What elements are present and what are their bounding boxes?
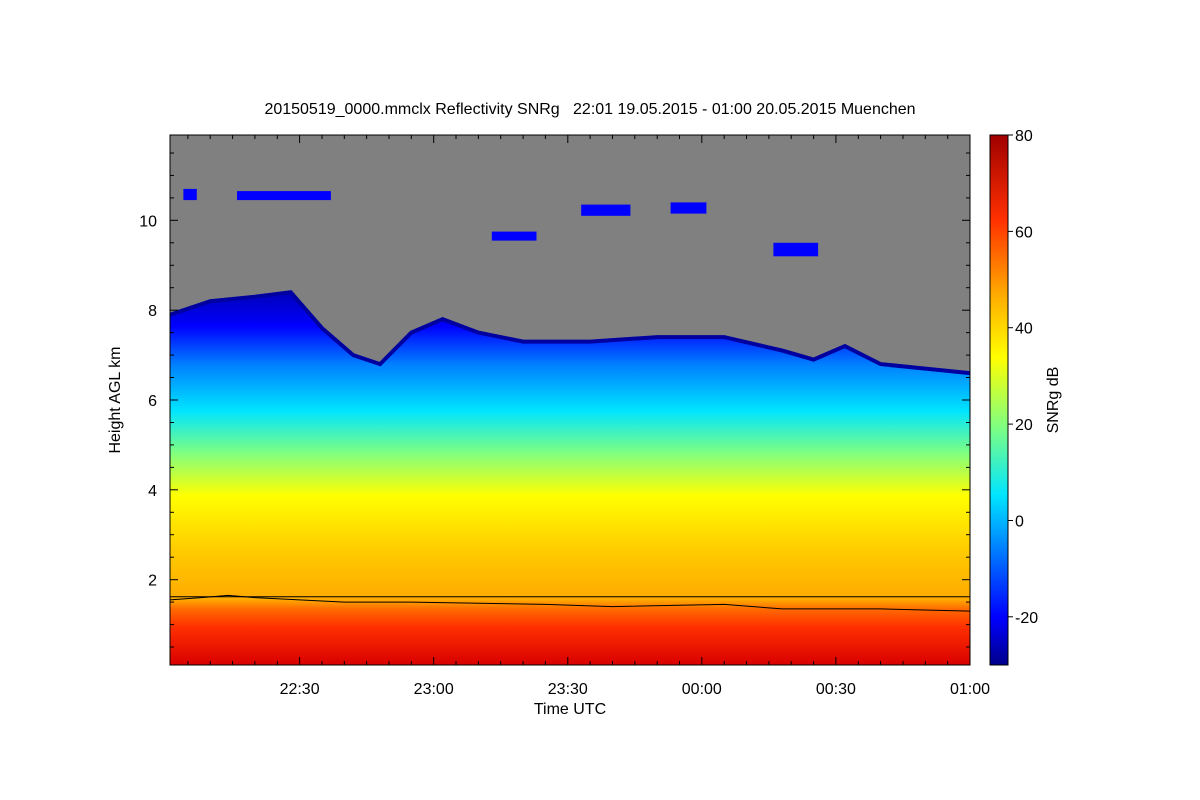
boundary-layer-line [170, 594, 970, 612]
upper-cloud-layer-4 [670, 202, 707, 214]
y-tick-label: 2 [148, 573, 157, 590]
x-axis-label: Time UTC [534, 701, 606, 718]
upper-cloud-layer-2 [491, 231, 537, 241]
upper-cloud-layer-0 [183, 188, 197, 201]
x-tick-label: 00:00 [682, 681, 722, 698]
colorbar-tick-label: 80 [1015, 128, 1033, 145]
y-tick-label: 10 [139, 213, 157, 230]
colorbar-tick-label: 20 [1015, 417, 1033, 434]
plot-area [170, 135, 970, 665]
y-axis-tick-labels: 2 4 6 8 10 [139, 213, 157, 589]
colorbar: -20 0 20 40 60 80 SNRg dB [989, 128, 1062, 666]
y-tick-label: 8 [148, 303, 157, 320]
y-axis-ticks [170, 152, 970, 648]
upper-cloud-layer-1 [237, 191, 331, 201]
upper-cloud-layer-5 [773, 242, 819, 257]
y-tick-label: 4 [148, 483, 157, 500]
x-axis-ticks [187, 135, 971, 665]
y-axis-label: Height AGL km [107, 346, 124, 453]
colorbar-tick-labels: -20 0 20 40 60 80 [1015, 128, 1038, 627]
x-tick-label: 22:30 [280, 681, 320, 698]
colorbar-tick-label: 40 [1015, 321, 1033, 338]
cloud-echo-region [170, 292, 970, 665]
colorbar-gradient [989, 134, 1009, 666]
x-tick-label: 23:00 [414, 681, 454, 698]
colorbar-tick-label: 0 [1015, 514, 1024, 531]
colorbar-tick-label: 60 [1015, 224, 1033, 241]
colorbar-tick-label: -20 [1015, 610, 1038, 627]
x-axis-tick-labels: 22:30 23:00 23:30 00:00 00:30 01:00 [280, 681, 991, 698]
chart-title: 20150519_0000.mmclx Reflectivity SNRg 22… [264, 101, 915, 118]
x-tick-label: 01:00 [950, 681, 990, 698]
colorbar-label: SNRg dB [1045, 367, 1062, 434]
x-tick-label: 00:30 [816, 681, 856, 698]
y-tick-label: 6 [148, 393, 157, 410]
cloud-top-edge [170, 290, 970, 376]
colorbar-ticks [1008, 134, 1013, 618]
x-tick-label: 23:30 [548, 681, 588, 698]
upper-cloud-layer-3 [581, 204, 631, 216]
upper-cloud-layers [183, 188, 819, 257]
